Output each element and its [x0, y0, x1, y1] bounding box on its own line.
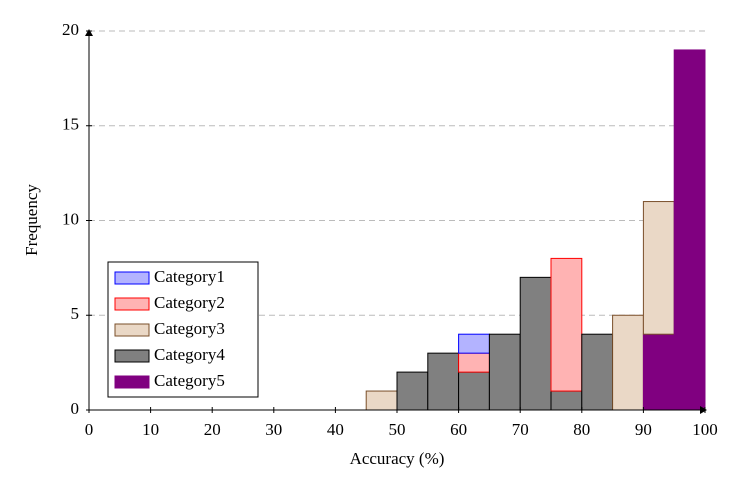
y-axis-label: Frequency	[22, 184, 41, 256]
legend-swatch	[114, 375, 150, 389]
legend-label: Category4	[154, 345, 225, 364]
bar	[488, 333, 521, 411]
legend-swatch	[114, 323, 150, 337]
bar	[550, 257, 583, 392]
bar	[612, 314, 644, 411]
x-tick-label: 50	[389, 420, 406, 439]
bar	[427, 352, 460, 411]
y-tick-label: 5	[71, 304, 80, 323]
bar	[458, 371, 490, 411]
bar	[458, 352, 490, 373]
x-tick-label: 40	[327, 420, 344, 439]
legend-label: Category2	[154, 293, 225, 312]
bar	[581, 333, 614, 411]
x-tick-label: 10	[142, 420, 159, 439]
x-tick-label: 90	[635, 420, 652, 439]
bar	[519, 276, 552, 411]
bar	[642, 333, 675, 411]
x-tick-label: 100	[692, 420, 718, 439]
bar	[642, 201, 675, 335]
bar	[673, 49, 706, 411]
x-tick-label: 30	[265, 420, 282, 439]
legend-swatch	[114, 297, 150, 311]
legend-label: Category5	[154, 371, 225, 390]
x-tick-label: 60	[450, 420, 467, 439]
x-tick-label: 70	[512, 420, 529, 439]
x-tick-label: 20	[204, 420, 221, 439]
legend-swatch	[114, 271, 150, 285]
bar	[458, 333, 490, 354]
x-tick-label: 80	[573, 420, 590, 439]
bar	[396, 371, 429, 411]
y-tick-label: 0	[71, 399, 80, 418]
bar	[550, 390, 583, 411]
y-tick-label: 15	[62, 115, 79, 134]
legend-label: Category3	[154, 319, 225, 338]
legend-swatch	[114, 349, 150, 363]
legend-label: Category1	[154, 267, 225, 286]
y-tick-label: 20	[62, 20, 79, 39]
bar	[365, 390, 398, 411]
x-axis-label: Accuracy (%)	[350, 449, 445, 468]
x-tick-label: 0	[85, 420, 94, 439]
y-tick-label: 10	[62, 209, 79, 228]
